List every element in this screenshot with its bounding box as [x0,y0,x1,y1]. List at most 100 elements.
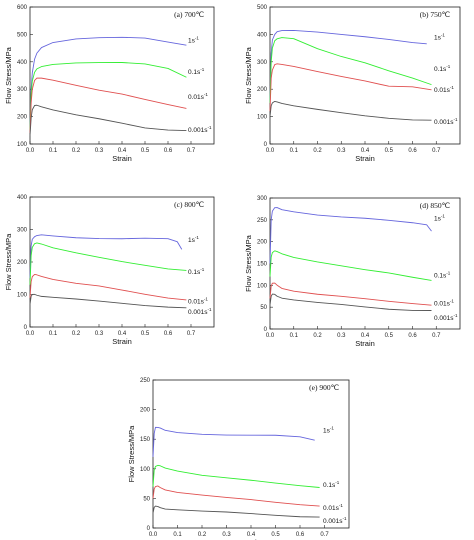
x-tick-label: 0.7 [320,532,329,538]
x-tick-label: 0.5 [385,333,394,339]
x-tick-label: 0.7 [187,148,196,154]
y-tick-label: 0 [147,526,151,532]
y-tick-label: 400 [17,195,28,201]
series-label: 0.01s-1 [434,85,454,94]
x-tick-label: 0.6 [296,532,305,538]
y-axis-label: Flow Stress/MPa [4,46,13,104]
series-label: 0.1s-1 [188,267,205,276]
chart-panel-2: 0.0 0.1 0.2 0.3 0.4 0.5 0.6 0.7 0 100 200 300 400 500… [244,5,461,163]
y-axis-label: Flow Stress/MPa [127,425,136,483]
x-tick-label: 0.0 [149,532,158,538]
series-line-1s [152,426,315,457]
y-tick-label: 100 [257,115,268,121]
y-tick-label: 250 [140,378,151,384]
x-tick-label: 0.3 [337,148,346,154]
series-label: 1s-1 [188,35,199,44]
y-tick-label: 600 [17,5,28,11]
x-tick-label: 0.4 [118,148,127,154]
series-line-0p1s [269,37,432,103]
x-tick-label: 0.6 [164,331,173,337]
series-line-0p01s [29,273,187,301]
series-label: 0.001s-1 [434,117,458,126]
x-tick-label: 0.2 [198,532,207,538]
y-tick-label: 300 [257,196,268,202]
series-line-0p1s [29,62,187,131]
x-tick-label: 0.4 [361,333,370,339]
x-tick-label: 0.3 [222,532,231,538]
x-tick-label: 0.2 [313,333,322,339]
series-label: 0.001s-1 [323,516,347,525]
y-tick-label: 200 [17,115,28,121]
x-axis-label: Strain [355,339,375,348]
series-line-0p001s [29,293,187,309]
series-line-0p001s [152,505,320,518]
series-line-0p1s [269,250,432,281]
plot-frame [269,6,461,145]
series-line-1s [269,30,427,103]
y-tick-label: 150 [257,262,268,268]
x-tick-label: 0.0 [26,331,35,337]
y-tick-label: 200 [17,260,28,266]
y-tick-label: 300 [17,228,28,234]
y-tick-label: 0 [24,325,28,331]
x-tick-label: 0.6 [164,148,173,154]
series-label: 0.001s-1 [188,307,212,316]
x-tick-label: 0.2 [72,148,81,154]
chart-panel-5: 0.0 0.1 0.2 0.3 0.4 0.5 0.6 0.7 0 50 100 150 200 250 S… [127,378,350,540]
chart-panel-1: 0.0 0.1 0.2 0.3 0.4 0.5 0.6 0.7 100 200 300 400 500 6… [4,5,215,163]
x-tick-label: 0.0 [266,148,275,154]
series-label: 0.1s-1 [434,64,451,73]
x-tick-label: 0.7 [432,333,441,339]
y-tick-label: 0 [264,327,268,333]
series-label: 0.001s-1 [188,125,212,134]
series-line-0p001s [269,293,432,311]
y-axis-label: Flow Stress/MPa [244,234,253,292]
series-label: 1s-1 [188,235,199,244]
series-label: 1s-1 [434,214,445,223]
series-label: 1s-1 [323,425,334,434]
y-tick-label: 400 [17,60,28,66]
series-line-0p001s [269,100,432,121]
x-tick-label: 0.6 [408,333,417,339]
x-tick-label: 0.3 [95,148,104,154]
series-label: 0.01s-1 [188,92,208,101]
chart-panel-3: 0.0 0.1 0.2 0.3 0.4 0.5 0.6 0.7 0 100 200 300 400 Str… [4,195,215,346]
series-label: 0.1s-1 [434,271,451,280]
x-tick-label: 0.1 [49,148,58,154]
series-label: 0.001s-1 [434,313,458,322]
series-line-0p01s [269,63,432,112]
series-line-1s [29,36,187,131]
x-tick-label: 0.2 [313,148,322,154]
series-label: 0.01s-1 [323,503,343,512]
x-tick-label: 0.7 [187,331,196,337]
series-line-0p01s [269,282,432,306]
y-tick-label: 200 [140,408,151,414]
x-tick-label: 0.5 [141,331,150,337]
y-tick-label: 500 [257,5,268,11]
series-label: 0.01s-1 [434,299,454,308]
y-tick-label: 50 [143,496,150,502]
series-line-0p01s [29,77,187,134]
x-axis-label: Strain [112,154,132,163]
x-tick-label: 0.1 [290,333,299,339]
series-line-0p1s [29,242,187,285]
x-tick-label: 0.4 [247,532,256,538]
y-tick-label: 250 [257,218,268,224]
x-tick-label: 0.2 [72,331,81,337]
x-tick-label: 0.1 [290,148,299,154]
x-tick-label: 0.3 [337,333,346,339]
y-tick-label: 500 [17,32,28,38]
x-tick-label: 0.7 [432,148,441,154]
series-label: 0.1s-1 [323,480,340,489]
series-line-0p1s [152,464,320,488]
series-label: 0.01s-1 [188,297,208,306]
panel-title: (b) 750℃ [420,10,451,19]
y-tick-label: 400 [257,32,268,38]
panel-title: (d) 850℃ [420,201,451,210]
y-tick-label: 150 [140,437,151,443]
y-tick-label: 100 [17,293,28,299]
x-tick-label: 0.6 [408,148,417,154]
plot-frame [269,197,461,330]
x-tick-label: 0.4 [118,331,127,337]
